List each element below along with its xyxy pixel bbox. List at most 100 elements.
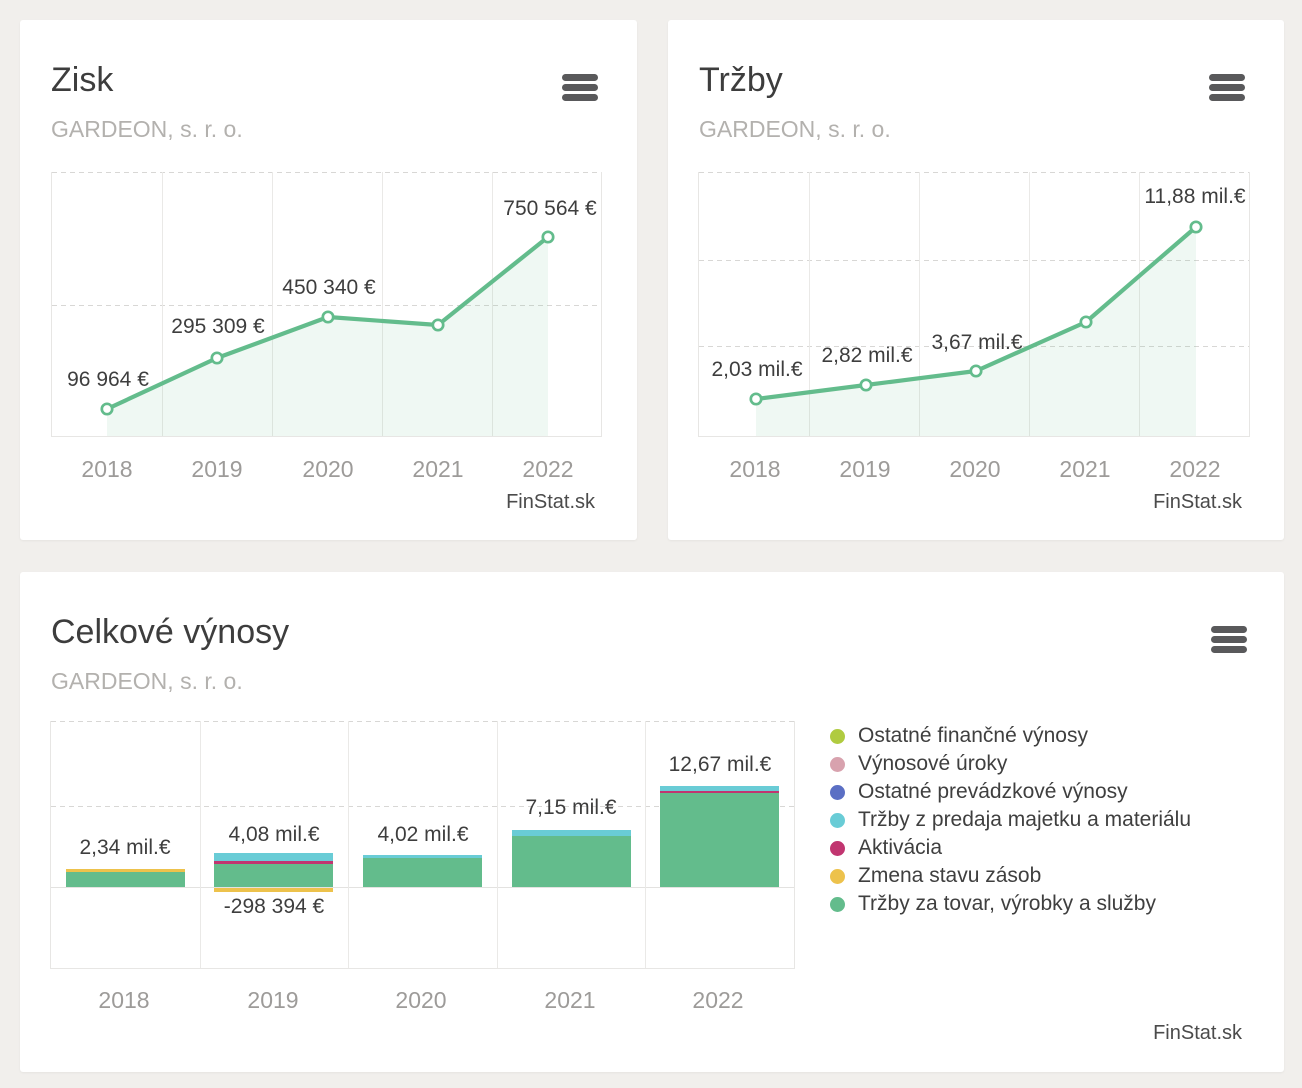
x-axis-label-2018: 2018 bbox=[729, 456, 781, 482]
celkove-vynosy-plot-area: 2,34 mil.€ 4,08 mil.€ -298 394 € 4,02 mi… bbox=[50, 721, 795, 969]
menu-bar bbox=[562, 74, 598, 81]
trzby-plot-area: 2,03 mil.€ 2,82 mil.€ 3,67 mil.€ 11,88 m… bbox=[698, 172, 1250, 437]
bar-2019-trzby-za-tovar[interactable] bbox=[214, 864, 333, 887]
trzby-card: Tržby GARDEON, s. r. o. 2,03 mil.€ 2,82 … bbox=[668, 20, 1284, 540]
legend-item-zmena-stavu-zasob[interactable]: Zmena stavu zásob bbox=[830, 862, 1191, 890]
legend-item-trzby-za-tovar[interactable]: Tržby za tovar, výrobky a služby bbox=[830, 890, 1191, 918]
bar-2022-trzby-z-predaja-majetku[interactable] bbox=[660, 786, 779, 791]
chart-subtitle-company: GARDEON, s. r. o. bbox=[51, 116, 243, 142]
bar-2021-trzby-z-predaja-majetku[interactable] bbox=[512, 830, 631, 836]
hamburger-menu-icon[interactable] bbox=[1209, 74, 1245, 101]
data-point-marker-2021[interactable] bbox=[1079, 315, 1093, 329]
gridline-10m bbox=[51, 806, 794, 807]
gridline-vertical bbox=[200, 721, 201, 968]
finstat-credits-link[interactable]: FinStat.sk bbox=[1153, 491, 1242, 513]
negative-label-2019: -298 394 € bbox=[223, 895, 325, 918]
bar-2019-aktivacia[interactable] bbox=[214, 861, 333, 864]
chart-title-zisk: Zisk bbox=[51, 61, 114, 99]
x-axis-label-2022: 2022 bbox=[1169, 456, 1221, 482]
x-axis-label-2020: 2020 bbox=[302, 456, 354, 482]
zero-line bbox=[51, 887, 794, 888]
menu-bar bbox=[1211, 626, 1247, 633]
bar-2020-trzby-za-tovar[interactable] bbox=[363, 858, 482, 887]
gridline-vertical bbox=[497, 721, 498, 968]
x-axis-label-2018: 2018 bbox=[98, 987, 150, 1013]
chart-title-trzby: Tržby bbox=[699, 61, 783, 99]
bar-2018-zmena-stavu-zasob[interactable] bbox=[66, 869, 185, 872]
data-point-marker-2018[interactable] bbox=[100, 402, 114, 416]
x-axis-label-2022: 2022 bbox=[692, 987, 744, 1013]
gridline-vertical bbox=[1029, 172, 1030, 436]
x-axis-label-2020: 2020 bbox=[949, 456, 1001, 482]
legend-item-ostatne-financne-vynosy[interactable]: Ostatné finančné výnosy bbox=[830, 722, 1191, 750]
legend-dot-icon bbox=[830, 896, 845, 912]
gridline-1m bbox=[52, 172, 601, 173]
finstat-credits-link[interactable]: FinStat.sk bbox=[1153, 1022, 1242, 1044]
bar-2021-trzby-za-tovar[interactable] bbox=[512, 836, 631, 887]
legend-label: Ostatné prevádzkové výnosy bbox=[858, 780, 1128, 803]
zisk-card: Zisk GARDEON, s. r. o. 96 964 € 295 309 … bbox=[20, 20, 637, 540]
celkove-vynosy-card: Celkové výnosy GARDEON, s. r. o. 2,34 mi… bbox=[20, 572, 1284, 1072]
gridline-vertical bbox=[162, 172, 163, 436]
point-label-2022: 11,88 mil.€ bbox=[1144, 185, 1246, 208]
data-point-marker-2022[interactable] bbox=[1189, 220, 1203, 234]
gridline-5m bbox=[699, 346, 1249, 347]
gridline-10m bbox=[699, 260, 1249, 261]
bar-2018-trzby-za-tovar[interactable] bbox=[66, 872, 185, 887]
gridline-vertical bbox=[1139, 172, 1140, 436]
gridline-vertical bbox=[348, 721, 349, 968]
point-label-2019: 295 309 € bbox=[171, 315, 265, 338]
zisk-plot-area: 96 964 € 295 309 € 450 340 € 750 564 € bbox=[51, 172, 602, 437]
data-point-marker-2019[interactable] bbox=[210, 351, 224, 365]
legend-label: Ostatné finančné výnosy bbox=[858, 724, 1088, 747]
gridline-vertical bbox=[382, 172, 383, 436]
menu-bar bbox=[1209, 84, 1245, 91]
legend-item-trzby-z-predaja-majetku[interactable]: Tržby z predaja majetku a materiálu bbox=[830, 806, 1191, 834]
point-label-2020: 3,67 mil.€ bbox=[931, 331, 1023, 354]
gridline-vertical bbox=[272, 172, 273, 436]
chart-subtitle-company: GARDEON, s. r. o. bbox=[699, 116, 891, 142]
zisk-line-series bbox=[100, 230, 555, 436]
area-fill bbox=[756, 227, 1196, 436]
legend-label: Výnosové úroky bbox=[858, 752, 1008, 775]
x-axis-label-2021: 2021 bbox=[544, 987, 596, 1013]
legend-item-vynosove-uroky[interactable]: Výnosové úroky bbox=[830, 750, 1191, 778]
x-axis-label-2018: 2018 bbox=[81, 456, 133, 482]
point-label-2018: 2,03 mil.€ bbox=[711, 358, 803, 381]
total-label-2018: 2,34 mil.€ bbox=[79, 836, 171, 859]
gridline-vertical bbox=[645, 721, 646, 968]
legend-label: Aktivácia bbox=[858, 836, 943, 859]
hamburger-menu-icon[interactable] bbox=[1211, 626, 1247, 653]
bar-2019-trzby-z-predaja-majetku[interactable] bbox=[214, 853, 333, 861]
data-point-marker-2019[interactable] bbox=[859, 378, 873, 392]
x-axis-label-2019: 2019 bbox=[247, 987, 299, 1013]
legend-item-ostatne-prevadzkove-vynosy[interactable]: Ostatné prevádzkové výnosy bbox=[830, 778, 1191, 806]
bar-2020-trzby-z-predaja-majetku[interactable] bbox=[363, 855, 482, 858]
legend-item-aktivacia[interactable]: Aktivácia bbox=[830, 834, 1191, 862]
legend: Ostatné finančné výnosy Výnosové úroky O… bbox=[830, 722, 1191, 918]
legend-dot-icon bbox=[830, 728, 845, 744]
bar-2022-aktivacia[interactable] bbox=[660, 791, 779, 793]
data-point-marker-2018[interactable] bbox=[749, 392, 763, 406]
data-point-marker-2021[interactable] bbox=[431, 318, 445, 332]
data-point-marker-2020[interactable] bbox=[969, 364, 983, 378]
chart-subtitle-company: GARDEON, s. r. o. bbox=[51, 668, 243, 694]
legend-dot-icon bbox=[830, 756, 845, 772]
point-label-2020: 450 340 € bbox=[282, 276, 376, 299]
bar-2022-trzby-za-tovar[interactable] bbox=[660, 793, 779, 887]
area-fill bbox=[107, 237, 548, 436]
gridline-500k bbox=[52, 305, 601, 306]
total-label-2020: 4,02 mil.€ bbox=[377, 823, 469, 846]
finstat-credits-link[interactable]: FinStat.sk bbox=[506, 491, 595, 513]
legend-label: Zmena stavu zásob bbox=[858, 864, 1042, 887]
data-point-marker-2020[interactable] bbox=[321, 310, 335, 324]
data-point-marker-2022[interactable] bbox=[541, 230, 555, 244]
legend-dot-icon bbox=[830, 784, 845, 800]
bar-2019-zmena-stavu-zasob-negative[interactable] bbox=[214, 888, 333, 892]
gridline-20m bbox=[51, 721, 794, 722]
x-axis-label-2020: 2020 bbox=[395, 987, 447, 1013]
total-label-2019: 4,08 mil.€ bbox=[228, 823, 320, 846]
hamburger-menu-icon[interactable] bbox=[562, 74, 598, 101]
legend-dot-icon bbox=[830, 868, 845, 884]
